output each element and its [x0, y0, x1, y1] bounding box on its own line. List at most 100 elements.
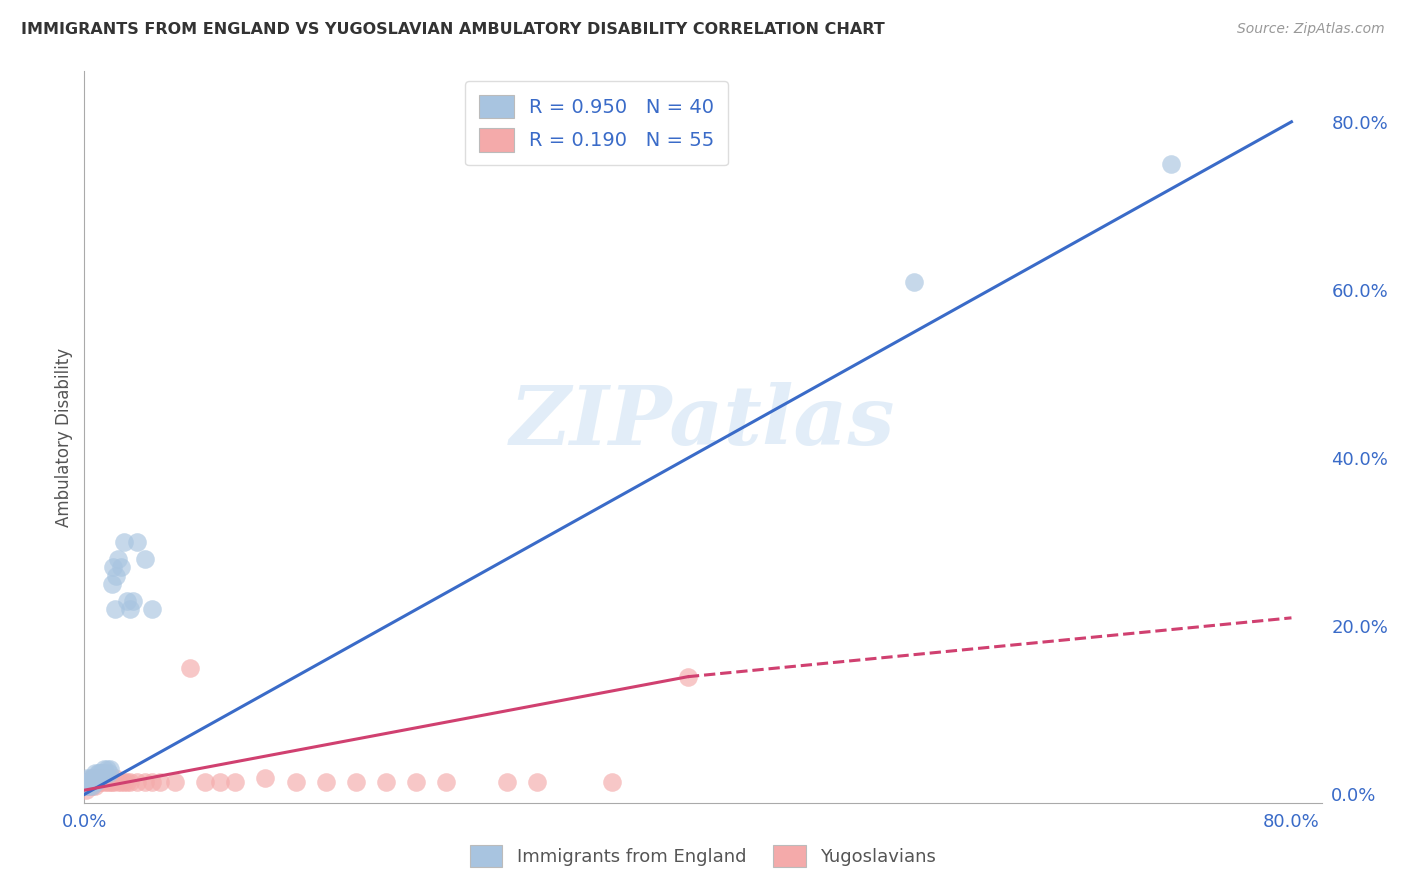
Text: ZIPatlas: ZIPatlas: [510, 383, 896, 462]
Point: [107, 552, 129, 566]
Point: [79, 774, 101, 789]
Point: [82, 774, 104, 789]
Text: IMMIGRANTS FROM ENGLAND VS YUGOSLAVIAN AMBULATORY DISABILITY CORRELATION CHART: IMMIGRANTS FROM ENGLAND VS YUGOSLAVIAN A…: [21, 22, 884, 37]
Point: [89, 771, 111, 785]
Point: [375, 774, 398, 789]
Point: [75, 779, 97, 793]
Point: [209, 774, 232, 789]
Point: [75, 783, 97, 797]
Point: [76, 774, 98, 789]
Point: [80, 771, 103, 785]
Point: [84, 766, 107, 780]
Point: [103, 602, 125, 616]
Point: [315, 774, 337, 789]
Point: [76, 774, 98, 789]
Point: [903, 275, 925, 289]
Point: [118, 774, 141, 789]
Point: [436, 774, 458, 789]
Point: [194, 774, 217, 789]
Point: [77, 779, 100, 793]
Point: [163, 774, 186, 789]
Point: [86, 771, 108, 785]
Point: [134, 552, 156, 566]
Point: [89, 774, 111, 789]
Point: [89, 771, 111, 785]
Point: [76, 779, 98, 793]
Point: [495, 774, 517, 789]
Point: [224, 774, 246, 789]
Point: [91, 771, 114, 785]
Point: [101, 774, 124, 789]
Point: [84, 771, 107, 785]
Point: [141, 602, 163, 616]
Point: [89, 766, 111, 780]
Point: [254, 771, 277, 785]
Point: [1160, 157, 1182, 171]
Point: [602, 774, 624, 789]
Point: [121, 594, 143, 608]
Point: [115, 594, 138, 608]
Point: [90, 774, 112, 789]
Point: [96, 774, 118, 789]
Point: [86, 771, 108, 785]
Point: [405, 774, 427, 789]
Point: [93, 762, 115, 776]
Point: [179, 661, 201, 675]
Point: [82, 771, 104, 785]
Point: [79, 779, 101, 793]
Point: [526, 774, 548, 789]
Point: [141, 774, 163, 789]
Point: [112, 535, 135, 549]
Point: [96, 762, 118, 776]
Point: [115, 774, 138, 789]
Point: [100, 774, 122, 789]
Point: [127, 535, 149, 549]
Y-axis label: Ambulatory Disability: Ambulatory Disability: [55, 348, 73, 526]
Point: [87, 766, 110, 780]
Point: [105, 569, 128, 583]
Point: [97, 766, 120, 780]
Point: [76, 771, 98, 785]
Point: [110, 560, 132, 574]
Point: [90, 766, 112, 780]
Point: [98, 762, 121, 776]
Point: [80, 774, 103, 789]
Point: [82, 771, 104, 785]
Point: [94, 766, 117, 780]
Point: [86, 774, 108, 789]
Point: [87, 774, 110, 789]
Point: [93, 774, 115, 789]
Point: [676, 670, 699, 684]
Point: [112, 774, 135, 789]
Point: [77, 779, 100, 793]
Point: [134, 774, 156, 789]
Point: [87, 771, 110, 785]
Point: [77, 774, 100, 789]
Point: [84, 779, 107, 793]
Point: [80, 779, 103, 793]
Point: [97, 774, 120, 789]
Point: [94, 771, 117, 785]
Point: [103, 771, 125, 785]
Point: [86, 774, 108, 789]
Point: [91, 766, 114, 780]
Point: [82, 774, 104, 789]
Text: Source: ZipAtlas.com: Source: ZipAtlas.com: [1237, 22, 1385, 37]
Point: [284, 774, 307, 789]
Point: [77, 774, 100, 789]
Point: [80, 779, 103, 793]
Point: [107, 774, 129, 789]
Point: [98, 771, 121, 785]
Point: [100, 577, 122, 591]
Point: [149, 774, 172, 789]
Point: [75, 779, 97, 793]
Point: [101, 560, 124, 574]
Point: [344, 774, 367, 789]
Point: [84, 774, 107, 789]
Point: [110, 774, 132, 789]
Point: [79, 771, 101, 785]
Point: [79, 774, 101, 789]
Point: [127, 774, 149, 789]
Point: [118, 602, 141, 616]
Legend: Immigrants from England, Yugoslavians: Immigrants from England, Yugoslavians: [463, 838, 943, 874]
